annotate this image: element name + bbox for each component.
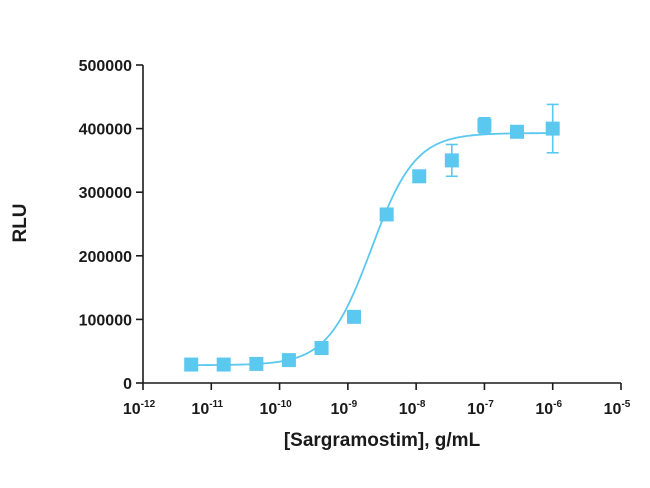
data-point-marker [314, 341, 329, 356]
data-point-marker [545, 121, 560, 136]
data-point [216, 357, 231, 372]
x-tick-label: 10-6 [535, 399, 562, 418]
fit-curve [189, 132, 555, 367]
y-tick-label: 0 [123, 376, 132, 393]
data-point-marker [412, 169, 427, 184]
y-tick-label: 400000 [79, 122, 132, 139]
data-point [281, 353, 296, 368]
x-axis-title: [Sargramostim], g/mL [284, 430, 481, 451]
data-point [379, 207, 394, 222]
data-point-marker [216, 357, 231, 372]
data-point [346, 309, 361, 324]
axes [142, 65, 621, 384]
x-tick-label: 10-9 [331, 399, 358, 418]
data-point [545, 103, 560, 154]
data-point-marker [184, 357, 199, 372]
y-tick-label: 200000 [79, 249, 132, 266]
x-ticks: 10-12 10-11 10-10 10-9 10-8 10-7 10-6 10-5 [123, 383, 631, 418]
x-tick-label: 10-12 [123, 399, 156, 418]
data-point [477, 116, 492, 134]
x-tick-label: 10-10 [259, 399, 292, 418]
data-point-marker [444, 153, 459, 168]
y-tick-label: 500000 [79, 58, 132, 75]
y-ticks: 0 100000 200000 300000 400000 500000 [79, 58, 143, 393]
y-axis-title: RLU [10, 203, 31, 242]
data-point [184, 357, 199, 372]
data-point-marker [249, 356, 264, 371]
y-tick-label: 300000 [79, 185, 132, 202]
y-tick-label: 100000 [79, 312, 132, 329]
data-point-marker [477, 118, 492, 133]
x-tick-label: 10-7 [467, 399, 494, 418]
x-tick-label: 10-11 [191, 399, 223, 418]
data-point-marker [346, 309, 361, 324]
data-point [412, 169, 427, 184]
data-point [510, 124, 525, 139]
data-point [444, 143, 459, 178]
data-points [184, 103, 560, 372]
data-point-marker [510, 124, 525, 139]
data-point-marker [281, 353, 296, 368]
x-tick-label: 10-8 [399, 399, 426, 418]
data-point [249, 356, 264, 371]
data-point-marker [379, 207, 394, 222]
x-tick-label: 10-5 [604, 399, 631, 418]
data-point [314, 341, 329, 356]
